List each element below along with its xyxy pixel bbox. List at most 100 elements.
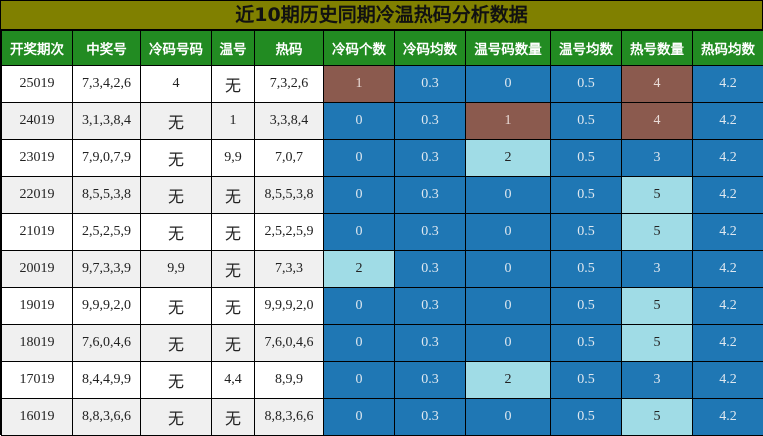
cell-cold-count: 0 xyxy=(324,362,395,399)
cell-cold-avg: 0.3 xyxy=(395,251,466,288)
cell-numbers: 8,8,3,6,6 xyxy=(73,399,141,436)
cell-hot-avg: 4.2 xyxy=(693,325,763,362)
cell-hot-count: 5 xyxy=(622,177,693,214)
cell-hot: 7,3,3 xyxy=(255,251,324,288)
header-warm: 温号 xyxy=(212,31,255,66)
cell-period: 20019 xyxy=(2,251,73,288)
cell-warm-count: 0 xyxy=(466,288,551,325)
cell-hot-avg: 4.2 xyxy=(693,214,763,251)
cell-hot: 2,5,2,5,9 xyxy=(255,214,324,251)
cell-hot: 8,5,5,3,8 xyxy=(255,177,324,214)
cell-warm-avg: 0.5 xyxy=(551,177,622,214)
cell-cold-count: 0 xyxy=(324,140,395,177)
header-cold-avg: 冷码均数 xyxy=(395,31,466,66)
cell-warm-avg: 0.5 xyxy=(551,288,622,325)
cell-warm: 1 xyxy=(212,103,255,140)
header-hot-avg: 热码均数 xyxy=(693,31,763,66)
cell-hot: 8,9,9 xyxy=(255,362,324,399)
cell-cold: 无 xyxy=(141,103,212,140)
cell-period: 22019 xyxy=(2,177,73,214)
cell-warm: 9,9 xyxy=(212,140,255,177)
cell-hot-count: 5 xyxy=(622,399,693,436)
cell-period: 21019 xyxy=(2,214,73,251)
header-hot-count: 热号数量 xyxy=(622,31,693,66)
cell-warm-count: 1 xyxy=(466,103,551,140)
cell-cold-count: 0 xyxy=(324,325,395,362)
cell-hot-count: 5 xyxy=(622,214,693,251)
cell-period: 25019 xyxy=(2,66,73,103)
cell-warm-avg: 0.5 xyxy=(551,214,622,251)
cell-cold: 无 xyxy=(141,399,212,436)
cell-hot-avg: 4.2 xyxy=(693,66,763,103)
cell-warm-avg: 0.5 xyxy=(551,325,622,362)
cell-warm: 4,4 xyxy=(212,362,255,399)
cell-period: 24019 xyxy=(2,103,73,140)
cell-warm: 无 xyxy=(212,66,255,103)
cell-cold: 4 xyxy=(141,66,212,103)
cell-warm: 无 xyxy=(212,214,255,251)
cell-cold-avg: 0.3 xyxy=(395,399,466,436)
header-cold-count: 冷码个数 xyxy=(324,31,395,66)
cell-cold-count: 0 xyxy=(324,103,395,140)
cell-warm: 无 xyxy=(212,288,255,325)
cell-hot-avg: 4.2 xyxy=(693,399,763,436)
cell-hot-avg: 4.2 xyxy=(693,288,763,325)
cell-cold: 无 xyxy=(141,214,212,251)
cell-hot-count: 3 xyxy=(622,251,693,288)
cell-warm-count: 0 xyxy=(466,399,551,436)
cell-cold-avg: 0.3 xyxy=(395,103,466,140)
cell-hot-avg: 4.2 xyxy=(693,140,763,177)
cell-numbers: 7,6,0,4,6 xyxy=(73,325,141,362)
cell-cold-count: 0 xyxy=(324,288,395,325)
cell-hot-count: 5 xyxy=(622,325,693,362)
cell-hot: 7,0,7 xyxy=(255,140,324,177)
cell-hot-avg: 4.2 xyxy=(693,177,763,214)
cell-warm-avg: 0.5 xyxy=(551,140,622,177)
cell-period: 23019 xyxy=(2,140,73,177)
cell-hot-avg: 4.2 xyxy=(693,251,763,288)
cell-period: 18019 xyxy=(2,325,73,362)
cell-warm-count: 0 xyxy=(466,177,551,214)
cell-hot: 9,9,9,2,0 xyxy=(255,288,324,325)
header-warm-count: 温号码数量 xyxy=(466,31,551,66)
cell-cold-avg: 0.3 xyxy=(395,66,466,103)
cell-warm-avg: 0.5 xyxy=(551,399,622,436)
cell-hot-count: 4 xyxy=(622,66,693,103)
cell-numbers: 8,4,4,9,9 xyxy=(73,362,141,399)
table-title: 近10期历史同期冷温热码分析数据 xyxy=(1,1,762,30)
cell-cold: 无 xyxy=(141,140,212,177)
cell-period: 16019 xyxy=(2,399,73,436)
cell-hot-count: 3 xyxy=(622,362,693,399)
cell-warm-count: 0 xyxy=(466,66,551,103)
cell-hot-count: 4 xyxy=(622,103,693,140)
cell-cold: 9,9 xyxy=(141,251,212,288)
cell-cold-count: 2 xyxy=(324,251,395,288)
cell-cold: 无 xyxy=(141,177,212,214)
cell-cold-avg: 0.3 xyxy=(395,140,466,177)
cell-warm: 无 xyxy=(212,177,255,214)
cell-warm-count: 2 xyxy=(466,140,551,177)
cell-numbers: 8,5,5,3,8 xyxy=(73,177,141,214)
cell-warm-avg: 0.5 xyxy=(551,103,622,140)
cell-period: 19019 xyxy=(2,288,73,325)
cell-hot-avg: 4.2 xyxy=(693,362,763,399)
cell-cold-count: 0 xyxy=(324,214,395,251)
header-period: 开奖期次 xyxy=(2,31,73,66)
cell-hot-avg: 4.2 xyxy=(693,103,763,140)
cell-cold-count: 0 xyxy=(324,399,395,436)
cell-cold-avg: 0.3 xyxy=(395,288,466,325)
cell-warm-count: 2 xyxy=(466,362,551,399)
cell-hot-count: 3 xyxy=(622,140,693,177)
cell-numbers: 7,9,0,7,9 xyxy=(73,140,141,177)
cell-cold-avg: 0.3 xyxy=(395,177,466,214)
cell-hot: 8,8,3,6,6 xyxy=(255,399,324,436)
cell-cold-avg: 0.3 xyxy=(395,214,466,251)
cell-warm: 无 xyxy=(212,325,255,362)
